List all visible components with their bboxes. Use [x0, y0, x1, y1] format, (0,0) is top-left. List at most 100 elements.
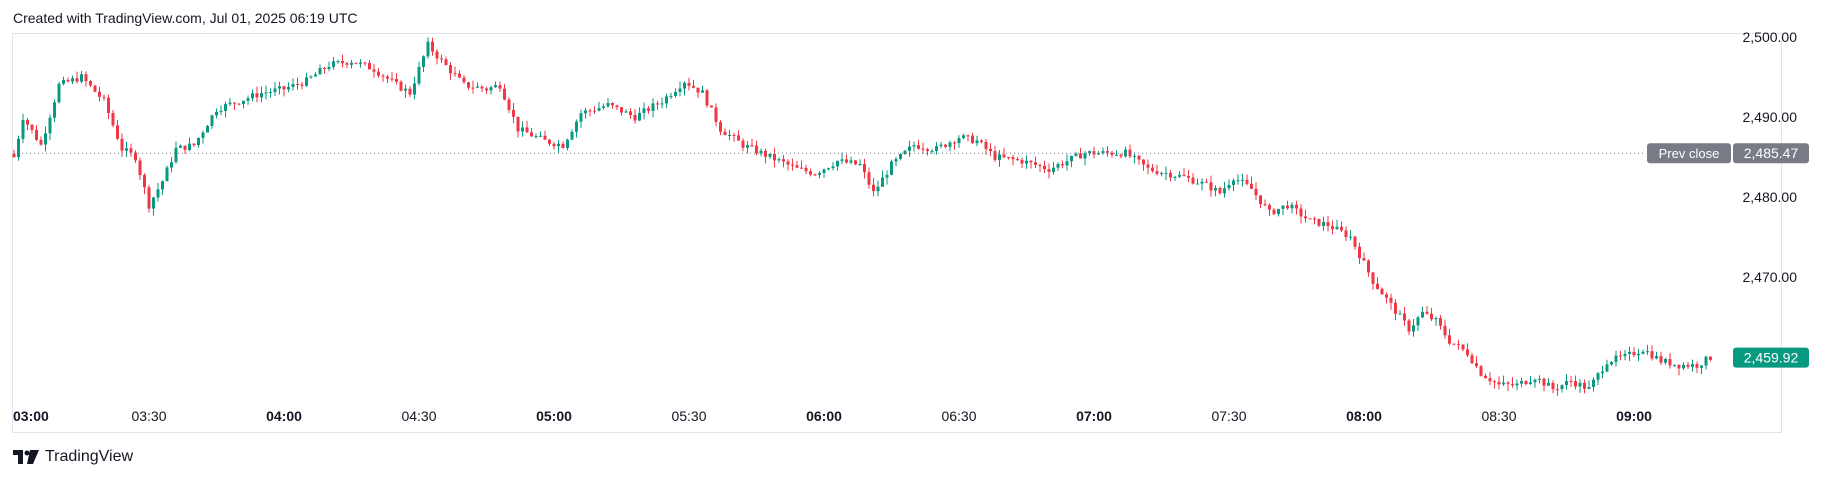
candle-body: [701, 90, 704, 93]
candle-body: [462, 77, 466, 83]
chart-pane[interactable]: [12, 33, 1782, 433]
candle-body: [1592, 379, 1595, 388]
candle-body: [966, 135, 970, 137]
candle-body: [350, 62, 353, 65]
candle-body: [1025, 160, 1028, 164]
candle-body: [1700, 365, 1703, 368]
candle-body: [894, 158, 898, 162]
candle-body: [615, 105, 619, 108]
candle-body: [1331, 226, 1334, 230]
candle-body: [1533, 379, 1537, 383]
candle-body: [827, 168, 830, 170]
candle-body: [1502, 382, 1505, 385]
candle-body: [1358, 246, 1361, 259]
candle-body: [1610, 362, 1613, 365]
candle-body: [210, 115, 214, 127]
candle-body: [669, 95, 673, 97]
candle-body: [48, 117, 52, 134]
candle-body: [467, 82, 470, 88]
candle-body: [1403, 313, 1406, 321]
x-tick-label: 06:00: [806, 408, 842, 424]
candle-body: [1295, 204, 1298, 209]
candle-body: [255, 93, 259, 98]
candle-body: [512, 109, 515, 117]
candle-body: [809, 171, 812, 175]
candle-body: [1394, 302, 1397, 314]
candle-body: [714, 107, 718, 122]
candle-body: [678, 88, 682, 92]
candle-body: [246, 98, 250, 101]
candle-body: [1304, 216, 1307, 219]
candle-body: [197, 137, 200, 146]
candle-body: [1673, 364, 1676, 366]
candle-body: [1623, 353, 1627, 357]
candle-body: [269, 92, 272, 94]
candle-body: [912, 145, 916, 147]
candle-body: [552, 143, 556, 147]
candle-body: [291, 83, 295, 88]
candle-body: [638, 112, 641, 121]
candle-body: [1124, 149, 1127, 157]
candle-body: [327, 66, 331, 69]
candle-body: [1029, 160, 1033, 163]
candle-body: [453, 73, 457, 75]
candle-body: [647, 108, 650, 111]
candle-body: [1574, 381, 1577, 387]
y-tick-label: 2,490.00: [1743, 109, 1798, 125]
candle-body: [192, 143, 196, 146]
candle-body: [1457, 344, 1460, 346]
candle-body: [566, 139, 569, 148]
candle-body: [188, 143, 191, 151]
candle-body: [930, 150, 934, 152]
candle-body: [998, 154, 1001, 160]
candle-body: [845, 159, 848, 163]
candle-body: [278, 86, 281, 89]
candle-body: [503, 88, 506, 100]
candle-body: [372, 69, 376, 72]
candle-body: [588, 110, 592, 112]
candle-body: [651, 103, 655, 111]
y-tick-label: 2,480.00: [1743, 189, 1798, 205]
candle-body: [129, 148, 133, 153]
candle-body: [980, 140, 983, 142]
candle-body: [602, 106, 605, 108]
candle-body: [791, 164, 794, 166]
candle-body: [1556, 389, 1559, 391]
candle-body: [1155, 171, 1159, 174]
x-tick-label: 04:00: [266, 408, 302, 424]
candle-body: [489, 87, 493, 91]
candle-body: [1664, 359, 1667, 363]
candle-body: [1542, 378, 1546, 386]
candle-body: [1619, 355, 1622, 357]
candle-body: [377, 71, 380, 76]
candle-body: [1605, 364, 1609, 372]
candle-body: [1547, 382, 1550, 386]
candle-body: [1344, 230, 1348, 238]
candle-body: [1313, 218, 1316, 220]
candle-body: [1245, 179, 1249, 184]
candle-body: [156, 189, 160, 198]
candle-body: [1191, 177, 1195, 184]
candle-body: [1218, 188, 1222, 194]
candle-body: [1569, 381, 1573, 383]
candle-body: [660, 103, 664, 105]
candle-body: [534, 136, 538, 138]
candle-body: [1259, 195, 1262, 205]
candle-body: [1380, 288, 1384, 295]
candle-body: [1254, 188, 1258, 196]
candle-body: [800, 167, 803, 169]
candle-body: [161, 181, 164, 190]
candle-body: [318, 68, 322, 75]
candle-body: [1376, 283, 1379, 289]
candle-body: [971, 135, 974, 144]
candle-body: [737, 135, 740, 141]
candle-body: [1524, 381, 1528, 385]
prev-close-label: Prev close: [1659, 146, 1720, 161]
candle-body: [183, 145, 187, 151]
candle-body: [1205, 181, 1208, 183]
prev-close-value-badge: [1733, 143, 1809, 164]
candle-body: [1668, 359, 1672, 366]
candle-body: [1281, 205, 1285, 209]
candle-body: [570, 131, 574, 140]
